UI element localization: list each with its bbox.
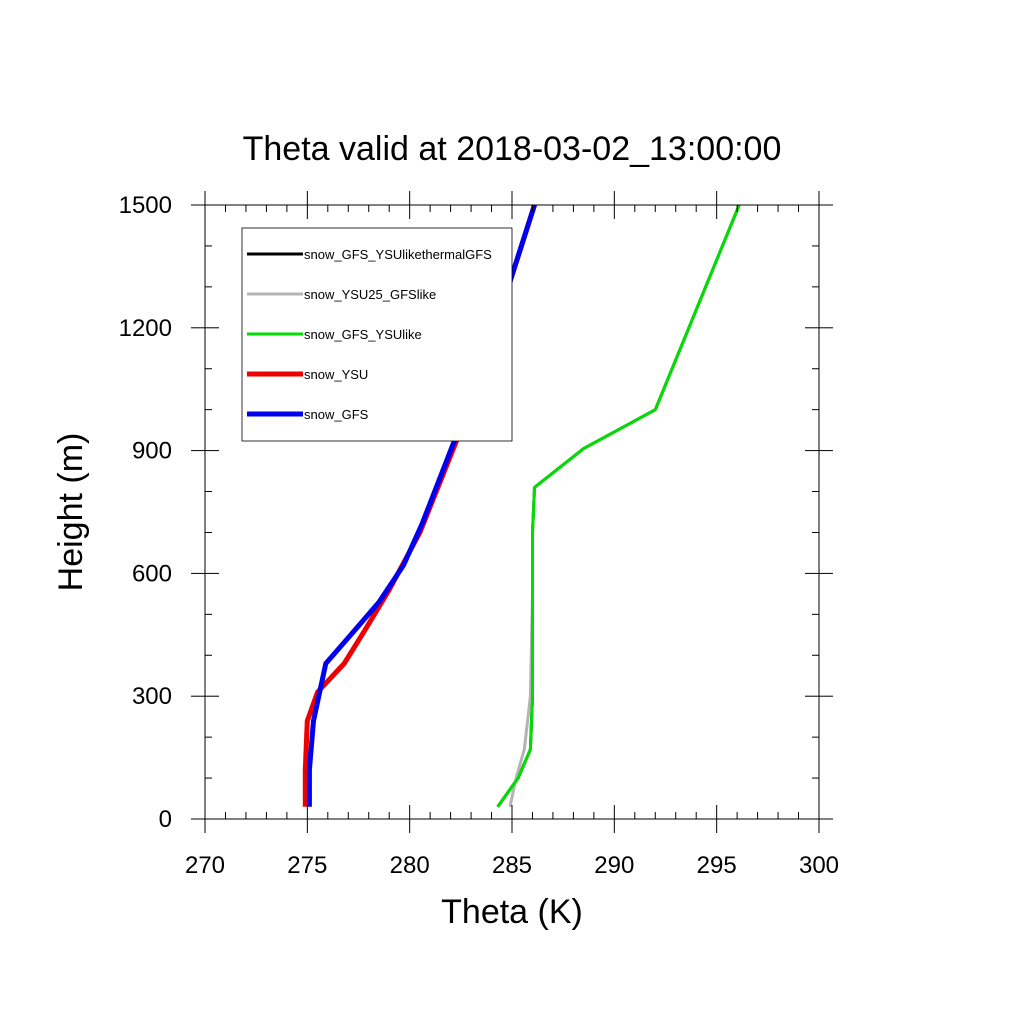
axis-ticks xyxy=(191,191,833,833)
legend: snow_GFS_YSUlikethermalGFS snow_YSU25_GFS… xyxy=(241,227,513,442)
series-line-snow_YSU25_GFSlike xyxy=(508,204,741,808)
legend-label: snow_GFS xyxy=(304,407,369,422)
x-tick-label: 290 xyxy=(594,852,634,879)
y-tick-label: 1500 xyxy=(119,192,172,219)
y-axis-label: Height (m) xyxy=(52,433,90,592)
legend-label: snow_GFS_YSUlike xyxy=(304,327,422,342)
y-tick-label: 1200 xyxy=(119,315,172,342)
x-tick-label: 300 xyxy=(799,852,839,879)
x-tick-label: 285 xyxy=(492,852,532,879)
y-tick-label: 600 xyxy=(132,560,172,587)
legend-label: snow_YSU xyxy=(304,367,368,382)
series-line-snow_GFS_YSUlike xyxy=(496,204,741,808)
legend-label: snow_GFS_YSUlikethermalGFS xyxy=(304,247,492,262)
y-tick-label: 300 xyxy=(132,683,172,710)
y-tick-label: 900 xyxy=(132,438,172,465)
tick-labels: 270 275 280 285 290 295 300 0 300 600 900 1200 1500 xyxy=(119,192,839,879)
x-tick-label: 275 xyxy=(287,852,327,879)
chart-title: Theta valid at 2018-03-02_13:00:00 xyxy=(243,130,782,168)
x-axis-label: Theta (K) xyxy=(441,893,583,931)
y-tick-label: 0 xyxy=(159,806,172,833)
x-tick-label: 280 xyxy=(390,852,430,879)
legend-label: snow_YSU25_GFSlike xyxy=(304,287,436,302)
x-tick-label: 295 xyxy=(697,852,737,879)
x-tick-label: 270 xyxy=(185,852,225,879)
